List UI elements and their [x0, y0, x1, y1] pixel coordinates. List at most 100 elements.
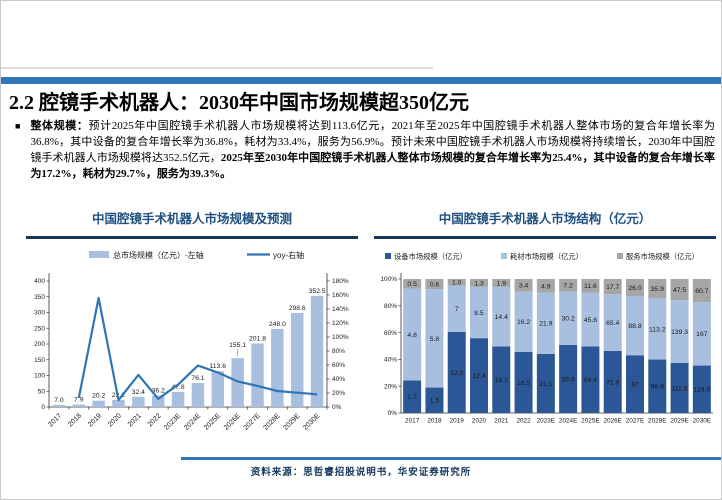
segment-value-label: 111.8 — [672, 385, 688, 392]
bar-value-label: 47.8 — [171, 383, 184, 390]
right-axis-tick-label: 180% — [332, 278, 349, 285]
left-axis-tick-label: 250 — [34, 325, 45, 332]
stack-segment-0-2027E — [626, 354, 644, 413]
segment-value-label: 12.4 — [472, 372, 485, 379]
segment-value-label: 65.4 — [606, 319, 619, 326]
legend-label-1: 耗材市场规模（亿元） — [510, 252, 583, 261]
x-axis-label: 2017 — [405, 417, 420, 424]
x-axis-label: 2026E — [603, 417, 621, 424]
left-axis-tick-label: 50 — [38, 388, 46, 395]
segment-value-label: 167 — [696, 331, 708, 338]
segment-value-label: 0.5 — [407, 281, 417, 288]
segment-value-label: 16.1 — [495, 377, 508, 384]
segment-value-label: 16.2 — [517, 319, 530, 326]
stack-segment-2-2026E — [603, 278, 622, 294]
market-size-chart: 总市场规模（亿元）-左轴 yoy-右轴 0 50 100 150 200 250 300 350 4… — [34, 250, 349, 432]
left-axis-tick-label: 0 — [41, 404, 45, 411]
x-axis-label: 2027E — [626, 417, 644, 424]
yoy-line — [77, 296, 318, 401]
y-axis-tick-label: 100% — [380, 276, 397, 283]
legend-swatch-2 — [617, 252, 623, 259]
bar-value-label: 113.6 — [210, 363, 227, 370]
segment-value-label: 26.0 — [628, 285, 641, 292]
segment-value-label: 11.6 — [584, 283, 597, 290]
stack-segment-1-2025E — [581, 292, 600, 346]
stack-segment-0-2017 — [403, 379, 422, 413]
segment-value-label: 71.9 — [606, 379, 619, 386]
bar-value-label: 7.9 — [74, 396, 84, 403]
stack-segment-1-2029E — [670, 299, 689, 363]
x-axis-label: 2020 — [472, 417, 487, 424]
bar-2027E — [251, 342, 264, 407]
stack-segment-1-2018 — [425, 288, 444, 388]
x-axis-label: 2030E — [693, 417, 711, 424]
market-structure-title-rule — [374, 236, 716, 239]
bar-2024E — [191, 382, 205, 407]
stack-segment-0-2025E — [581, 345, 600, 413]
market-structure-chart: 设备市场规模（亿元） 耗材市场规模（亿元） 服务市场规模（亿元） 0% 20% 40% 60… — [380, 252, 713, 424]
bar-value-label: 20.2 — [92, 392, 105, 399]
bar-2023E — [171, 391, 185, 407]
stack-segment-2-2030E — [692, 278, 711, 302]
segment-value-label: 4.8 — [407, 331, 417, 338]
bar-2018 — [72, 404, 86, 407]
x-axis-label: 2017 — [47, 412, 63, 428]
x-axis-label: 2018 — [67, 412, 83, 428]
x-axis-label: 2022 — [516, 417, 531, 424]
left-axis-tick-label: 100 — [34, 372, 45, 379]
legend-line-label: yoy-右轴 — [273, 250, 304, 260]
segment-value-label: 7 — [455, 306, 459, 313]
right-axis-tick-label: 80% — [332, 348, 345, 355]
segment-value-label: 38.6 — [562, 376, 575, 383]
stack-segment-2-2028E — [648, 278, 667, 298]
bar-2020 — [112, 399, 125, 407]
segment-value-label: 139.3 — [671, 328, 688, 335]
stack-segment-1-2026E — [603, 293, 622, 351]
stack-segment-0-2018 — [425, 387, 444, 413]
stack-segment-0-2026E — [603, 350, 622, 413]
stack-segment-0-2020 — [470, 337, 488, 413]
stack-segment-1-2023E — [536, 292, 555, 354]
stack-segment-2-2029E — [670, 278, 689, 300]
source-note: 资料来源：思哲睿招股说明书，华安证券研究所 — [250, 468, 472, 478]
segment-value-label: 1.9 — [497, 280, 507, 287]
segment-value-label: 21.9 — [539, 320, 552, 327]
stack-segment-1-2020 — [470, 286, 488, 338]
segment-value-label: 87 — [631, 381, 639, 388]
y-axis-tick-label: 60% — [384, 329, 397, 336]
x-axis-label: 2026E — [223, 412, 242, 431]
stack-segment-2-2025E — [581, 278, 600, 293]
stack-segment-0-2022 — [514, 351, 533, 413]
left-axis-tick-label: 300 — [34, 309, 45, 316]
bullet-text: 整体规模：预计2025年中国腔镜手术机器人市场规模将达到113.6亿元，2021… — [30, 119, 715, 183]
x-axis-label: 2028E — [648, 417, 666, 424]
legend-label-0: 设备市场规模（亿元） — [394, 252, 467, 261]
legend-swatch-0 — [385, 252, 391, 259]
bullet-body: 预计2025年中国腔镜手术机器人市场规模将达到113.6亿元，2021年至202… — [30, 120, 715, 164]
bar-2028E — [271, 328, 284, 407]
bar-2026E — [231, 357, 244, 407]
segment-value-label: 8.5 — [474, 309, 484, 316]
x-axis-label: 2028E — [263, 412, 282, 431]
stack-segment-1-2028E — [648, 297, 667, 360]
stack-segment-2-2019 — [447, 278, 466, 286]
right-axis-tick-label: 140% — [332, 306, 349, 313]
segment-value-label: 12.3 — [450, 369, 463, 376]
bar-2017 — [52, 404, 66, 407]
left-axis-tick-label: 400 — [34, 278, 45, 285]
stack-segment-1-2021 — [492, 286, 511, 346]
bar-value-label: 32.4 — [132, 388, 145, 395]
x-axis-label: 2021 — [494, 417, 509, 424]
segment-value-label: 30.2 — [562, 315, 575, 322]
segment-value-label: 45.6 — [584, 316, 597, 323]
left-axis-tick-label: 350 — [34, 293, 45, 300]
x-axis-label: 2025E — [581, 417, 599, 424]
x-axis-label: 2023E — [163, 412, 182, 431]
x-axis-label: 2023E — [537, 417, 555, 424]
stack-segment-2-2027E — [626, 278, 644, 296]
stack-segment-2-2024E — [559, 278, 578, 292]
market-size-title-rule — [26, 236, 358, 239]
bar-2025E — [211, 370, 225, 407]
x-axis-label: 2018 — [427, 417, 442, 424]
